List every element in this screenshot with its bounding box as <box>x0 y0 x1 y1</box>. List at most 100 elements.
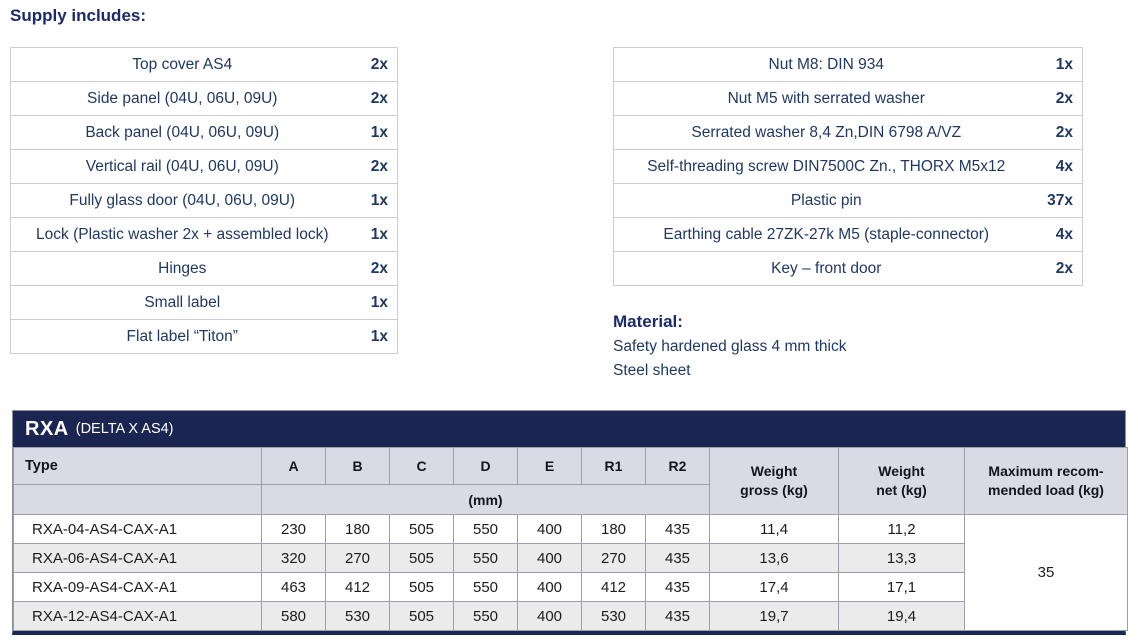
supply-row: Nut M5 with serrated washer 2x <box>613 81 1083 116</box>
rxa-dim-c: 505 <box>389 514 454 544</box>
rxa-dim-d: 550 <box>453 514 518 544</box>
rxa-dim-d: 550 <box>453 601 518 631</box>
supply-item-qty: 37x <box>1047 191 1073 209</box>
supply-row: Self-threading screw DIN7500C Zn., THORX… <box>613 149 1083 184</box>
rxa-header-row: Type A B C D E R1 R2 Weight gross (kg) Weight n… <box>13 447 1128 515</box>
supply-row: Key – front door 2x <box>613 251 1083 286</box>
rxa-dim-r2: 435 <box>645 601 710 631</box>
rxa-dim-e: 400 <box>517 601 582 631</box>
unit-label-mm: (mm) <box>261 484 710 515</box>
col-header-r2: R2 <box>645 447 710 485</box>
rxa-title-suffix: (DELTA X AS4) <box>75 421 174 437</box>
supply-item-label: Self-threading screw DIN7500C Zn., THORX… <box>647 157 1006 175</box>
col-header-a: A <box>261 447 326 485</box>
rxa-dim-r1: 270 <box>581 543 646 573</box>
rxa-weight-net-cell: 17,1 <box>838 572 965 602</box>
rxa-dim-r2: 435 <box>645 514 710 544</box>
supply-item-qty: 2x <box>370 157 388 175</box>
supply-item-label: Serrated washer 8,4 Zn,DIN 6798 A/VZ <box>691 123 962 141</box>
supply-item-qty: 2x <box>370 55 388 73</box>
material-line-2: Steel sheet <box>613 362 691 379</box>
supply-row: Flat label “Titon” 1x <box>10 319 398 354</box>
supply-item-qty: 2x <box>370 89 388 107</box>
rxa-spec-table: RXA (DELTA X AS4) Type A B C D E R1 R2 Weight g… <box>12 410 1128 635</box>
supply-item-qty: 2x <box>1055 259 1073 277</box>
supply-item-label: Fully glass door (04U, 06U, 09U) <box>69 191 296 209</box>
rxa-weight-gross-cell: 13,6 <box>709 543 839 573</box>
rxa-dim-r1: 412 <box>581 572 646 602</box>
supply-table-right: Nut M8: DIN 934 1x Nut M5 with serrated wa… <box>613 47 1083 286</box>
supply-item-label: Side panel (04U, 06U, 09U) <box>87 89 278 107</box>
rxa-dim-r1: 530 <box>581 601 646 631</box>
supply-row: Earthing cable 27ZK-27k M5 (staple-conne… <box>613 217 1083 252</box>
rxa-dim-e: 400 <box>517 543 582 573</box>
supply-item-label: Key – front door <box>771 259 882 277</box>
rxa-data-row: RXA-12-AS4-CAX-A1 580 530 505 550 400 530 435 19… <box>13 601 1128 631</box>
supply-item-label: Nut M5 with serrated washer <box>727 89 925 107</box>
supply-item-qty: 1x <box>370 293 388 311</box>
col-header-max-load: Maximum recom- mended load (kg) <box>964 447 1128 515</box>
col-header-r1: R1 <box>581 447 646 485</box>
rxa-weight-gross-cell: 11,4 <box>709 514 839 544</box>
rxa-dim-r2: 435 <box>645 572 710 602</box>
rxa-dim-r1: 180 <box>581 514 646 544</box>
rxa-weight-net-cell: 19,4 <box>838 601 965 631</box>
material-section: Material: Safety hardened glass 4 mm thi… <box>613 312 846 383</box>
rxa-dim-c: 505 <box>389 543 454 573</box>
supply-row: Serrated washer 8,4 Zn,DIN 6798 A/VZ 2x <box>613 115 1083 150</box>
rxa-dim-c: 505 <box>389 572 454 602</box>
rxa-dim-c: 505 <box>389 601 454 631</box>
supply-row: Top cover AS4 2x <box>10 47 398 82</box>
rxa-dim-a: 580 <box>261 601 326 631</box>
rxa-dim-a: 230 <box>261 514 326 544</box>
rxa-max-load-cell: 35 <box>964 514 1128 631</box>
rxa-type-cell: RXA-09-AS4-CAX-A1 <box>13 572 262 602</box>
supply-item-label: Plastic pin <box>790 191 862 209</box>
rxa-dim-d: 550 <box>453 543 518 573</box>
col-header-e: E <box>517 447 582 485</box>
rxa-dim-b: 270 <box>325 543 390 573</box>
rxa-data-row: RXA-04-AS4-CAX-A1 230 180 505 550 400 180 435 11… <box>13 514 1128 631</box>
supply-item-label: Back panel (04U, 06U, 09U) <box>85 123 280 141</box>
rxa-data-row: RXA-09-AS4-CAX-A1 463 412 505 550 400 412 435 17… <box>13 572 1128 602</box>
supply-item-label: Earthing cable 27ZK-27k M5 (staple-conne… <box>663 225 990 243</box>
supply-row: Fully glass door (04U, 06U, 09U) 1x <box>10 183 398 218</box>
supply-item-label: Vertical rail (04U, 06U, 09U) <box>85 157 279 175</box>
rxa-dim-e: 400 <box>517 514 582 544</box>
supply-row: Lock (Plastic washer 2x + assembled lock… <box>10 217 398 252</box>
supply-table-right-body: Nut M8: DIN 934 1x Nut M5 with serrated wa… <box>613 47 1083 286</box>
supply-item-label: Nut M8: DIN 934 <box>768 55 884 73</box>
col-header-type: Type <box>13 447 262 485</box>
supply-item-label: Hinges <box>158 259 207 277</box>
rxa-title: RXA <box>25 417 69 440</box>
rxa-type-cell: RXA-06-AS4-CAX-A1 <box>13 543 262 573</box>
col-header-weight-gross: Weight gross (kg) <box>709 447 839 515</box>
supply-item-qty: 2x <box>1055 89 1073 107</box>
rxa-dim-e: 400 <box>517 572 582 602</box>
supply-row: Hinges 2x <box>10 251 398 286</box>
supply-row: Nut M8: DIN 934 1x <box>613 47 1083 82</box>
supply-row: Back panel (04U, 06U, 09U) 1x <box>10 115 398 150</box>
supply-item-label: Flat label “Titon” <box>126 327 238 345</box>
rxa-dim-a: 463 <box>261 572 326 602</box>
rxa-dim-a: 320 <box>261 543 326 573</box>
supply-row: Side panel (04U, 06U, 09U) 2x <box>10 81 398 116</box>
rxa-type-cell: RXA-12-AS4-CAX-A1 <box>13 601 262 631</box>
rxa-weight-net-cell: 13,3 <box>838 543 965 573</box>
col-header-weight-net: Weight net (kg) <box>838 447 965 515</box>
supply-item-label: Lock (Plastic washer 2x + assembled lock… <box>36 225 329 243</box>
rxa-weight-net-cell: 11,2 <box>838 514 965 544</box>
material-line-1: Safety hardened glass 4 mm thick <box>613 338 847 355</box>
rxa-table: Type A B C D E R1 R2 Weight gross (kg) Weight n… <box>13 447 1128 631</box>
rxa-data-row: RXA-06-AS4-CAX-A1 320 270 505 550 400 270 435 13… <box>13 543 1128 573</box>
supply-row: Vertical rail (04U, 06U, 09U) 2x <box>10 149 398 184</box>
col-header-c: C <box>389 447 454 485</box>
supply-item-label: Top cover AS4 <box>132 55 233 73</box>
supply-item-qty: 1x <box>370 225 388 243</box>
supply-item-qty: 1x <box>370 327 388 345</box>
supply-item-qty: 4x <box>1055 157 1073 175</box>
rxa-table-body: RXA-04-AS4-CAX-A1 230 180 505 550 400 180 435 11… <box>13 514 1128 631</box>
supply-item-qty: 4x <box>1055 225 1073 243</box>
supply-item-qty: 1x <box>370 123 388 141</box>
supply-item-qty: 2x <box>1055 123 1073 141</box>
